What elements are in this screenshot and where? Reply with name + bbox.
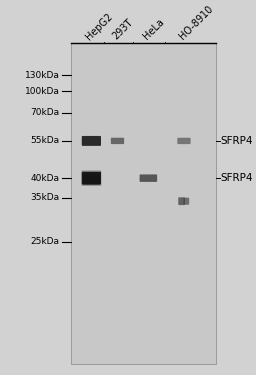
Text: 70kDa: 70kDa	[30, 108, 59, 117]
Text: HeLa: HeLa	[141, 17, 166, 42]
FancyBboxPatch shape	[177, 138, 191, 144]
FancyBboxPatch shape	[83, 175, 100, 185]
Bar	[71, 44, 216, 364]
FancyBboxPatch shape	[111, 138, 124, 144]
Text: SFRP4: SFRP4	[221, 136, 253, 146]
FancyBboxPatch shape	[140, 174, 157, 182]
Text: 130kDa: 130kDa	[25, 71, 59, 80]
Text: 100kDa: 100kDa	[25, 87, 59, 96]
Text: 55kDa: 55kDa	[30, 136, 59, 146]
Text: HepG2: HepG2	[84, 11, 115, 42]
FancyBboxPatch shape	[82, 172, 101, 184]
Text: 40kDa: 40kDa	[30, 174, 59, 183]
Text: SFRP4: SFRP4	[221, 173, 253, 183]
FancyBboxPatch shape	[184, 198, 189, 205]
FancyBboxPatch shape	[81, 170, 101, 186]
Text: 25kDa: 25kDa	[30, 237, 59, 246]
Text: 293T: 293T	[110, 17, 135, 42]
FancyBboxPatch shape	[178, 197, 185, 205]
Text: HO-8910: HO-8910	[177, 4, 215, 42]
Text: 35kDa: 35kDa	[30, 193, 59, 202]
FancyBboxPatch shape	[82, 136, 101, 146]
